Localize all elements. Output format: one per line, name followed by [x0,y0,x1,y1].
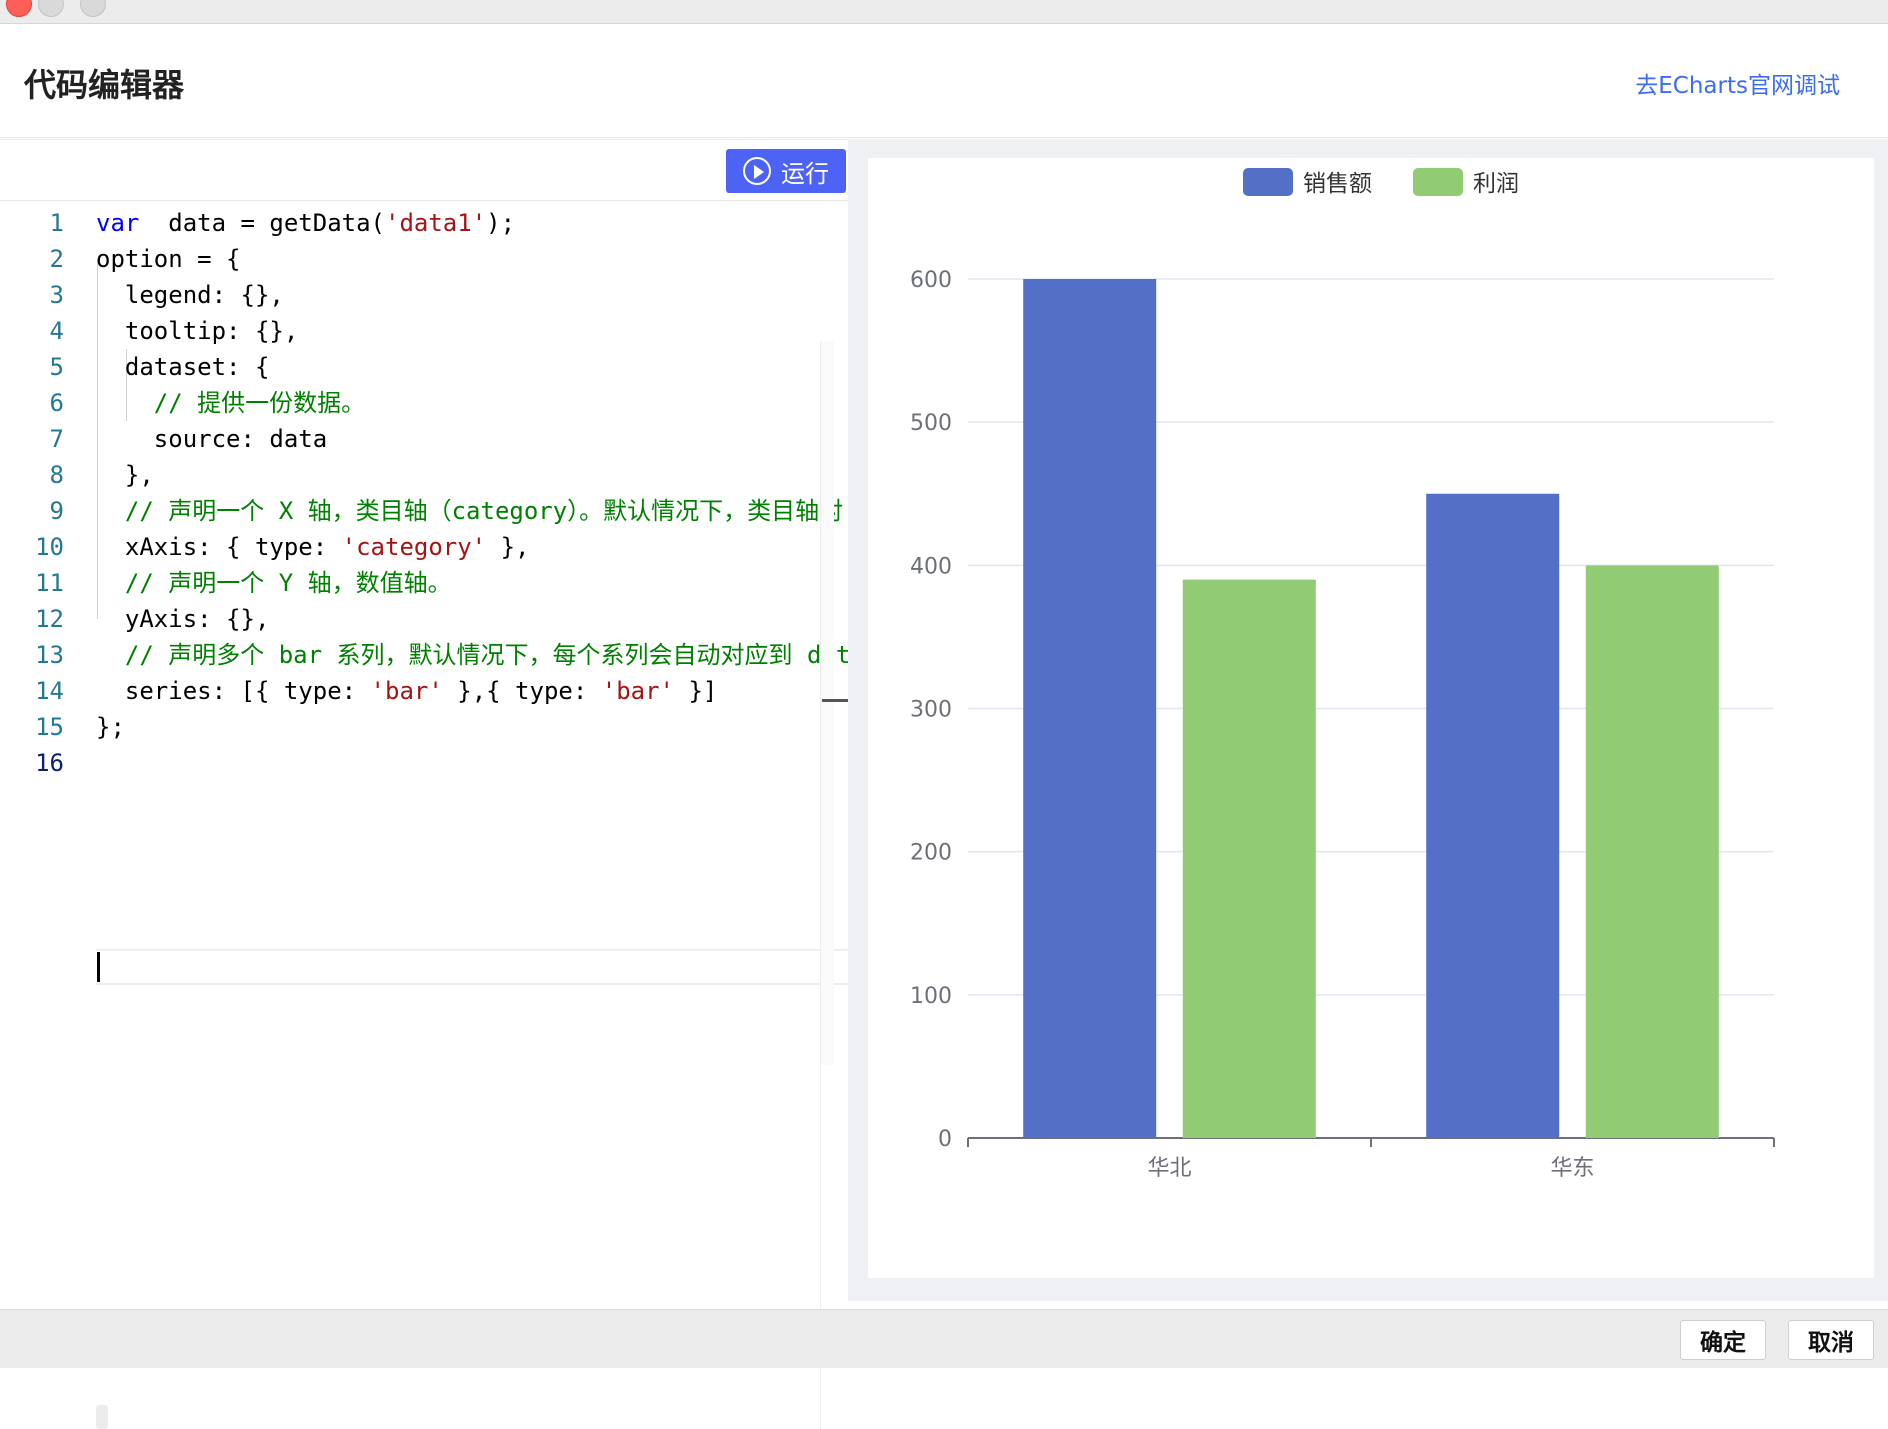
code-line-text: // 声明一个 X 轴，类目轴（category）。默认情况下，类目轴对 [96,497,844,525]
bar-1-1 [1585,565,1719,1138]
close-window-button[interactable] [6,0,32,17]
line-number: 9 [49,497,64,525]
code-line-text: legend: {}, [96,281,284,309]
chart-preview-card: 0 100 200 300 400 500 600 华北 华东 销售额 利润 [868,158,1874,1278]
line-number: 6 [49,389,64,417]
scrollbar-position-marker [822,699,848,702]
code-line: 8 }, [0,457,848,493]
code-line: 1 var data = getData('data1'); [0,205,848,241]
y-tick-label: 500 [910,411,952,436]
indent-guide [97,259,98,619]
line-number: 4 [49,317,64,345]
code-line-text: var data = getData('data1'); [96,209,516,237]
code-line-text: }, [96,461,154,489]
ok-button[interactable]: 确定 [1680,1320,1766,1360]
legend-label: 销售额 [1303,171,1372,197]
legend-swatch [1413,168,1463,196]
active-line-highlight [96,949,848,985]
code-line: 2 option = { [0,241,848,277]
code-line-text: tooltip: {}, [96,317,299,345]
dialog-header: 代码编辑器 去ECharts官网调试 [0,24,1888,138]
editor-toolbar: 运行 [0,139,848,201]
bar-0-0 [1023,279,1157,1138]
code-line-text: option = { [96,245,241,273]
line-number: 13 [35,641,64,669]
code-line: 12 yAxis: {}, [0,601,848,637]
window-titlebar [0,0,1888,24]
code-line-text: // 提供一份数据。 [96,389,366,417]
line-number: 16 [35,749,64,777]
y-tick-label: 600 [910,268,952,293]
minimize-window-button[interactable] [38,0,64,17]
code-line: 6 // 提供一份数据。 [0,385,848,421]
code-text-area[interactable]: 1 var data = getData('data1'); 2 option = {… [0,205,848,1295]
code-line-text: // 声明多个 bar 系列，默认情况下，每个系列会自动对应到 dat [96,641,848,669]
line-number: 15 [35,713,64,741]
line-number: 11 [35,569,64,597]
code-line: 11 // 声明一个 Y 轴，数值轴。 [0,565,848,601]
legend-label: 利润 [1473,171,1519,197]
editor-vertical-scrollbar[interactable] [820,341,834,1065]
code-line: 4 tooltip: {}, [0,313,848,349]
line-number: 3 [49,281,64,309]
page-title: 代码编辑器 [24,66,185,104]
code-line-text: dataset: { [96,353,270,381]
play-circle-icon [743,157,771,185]
code-line: 15}; [0,709,848,745]
editor-horizontal-scrollbar[interactable] [96,1405,108,1429]
code-line-text: yAxis: {}, [96,605,270,633]
line-number: 10 [35,533,64,561]
bar-0-1 [1426,493,1560,1138]
code-editor-panel: 运行 1 var data = getData('data1'); 2 option … [0,139,848,1429]
y-tick-label: 200 [910,841,952,866]
run-button-label: 运行 [781,159,829,188]
bar-1-0 [1182,579,1316,1138]
code-line: 5 dataset: { [0,349,848,385]
code-line-text: xAxis: { type: 'category' }, [96,533,530,561]
line-number: 8 [49,461,64,489]
code-line: 9 // 声明一个 X 轴，类目轴（category）。默认情况下，类目轴对 [0,493,848,529]
code-line: 7 source: data [0,421,848,457]
text-cursor [97,952,100,982]
zoom-window-button[interactable] [80,0,106,17]
indent-guide [126,349,127,421]
code-line: 14 series: [{ type: 'bar' },{ type: 'bar… [0,673,848,709]
code-line-text: series: [{ type: 'bar' },{ type: 'bar' }… [96,677,718,705]
code-line: 13 // 声明多个 bar 系列，默认情况下，每个系列会自动对应到 dat [0,637,848,673]
code-line-text: source: data [96,425,328,453]
code-line: 10 xAxis: { type: 'category' }, [0,529,848,565]
x-tick-label: 华北 [1147,1156,1191,1181]
y-tick-label: 300 [910,698,952,723]
y-tick-label: 0 [938,1127,952,1152]
legend-swatch [1243,168,1293,196]
line-number: 12 [35,605,64,633]
y-tick-label: 400 [910,554,952,579]
line-number: 1 [49,209,64,237]
line-number: 7 [49,425,64,453]
line-number: 2 [49,245,64,273]
code-line-text: }; [96,713,125,741]
dialog-footer: 确定 取消 [0,1309,1888,1368]
y-tick-label: 100 [910,984,952,1009]
echarts-site-link[interactable]: 去ECharts官网调试 [1635,73,1840,99]
code-line: 3 legend: {}, [0,277,848,313]
editor-divider [820,1065,821,1429]
line-number: 5 [49,353,64,381]
x-tick-label: 华东 [1550,1156,1594,1181]
run-button[interactable]: 运行 [726,149,846,193]
code-line: 16 [0,745,848,781]
line-number: 14 [35,677,64,705]
bar-chart: 0 100 200 300 400 500 600 华北 华东 销售额 利润 [910,168,1775,1181]
code-line-text: // 声明一个 Y 轴，数值轴。 [96,569,452,597]
cancel-button[interactable]: 取消 [1788,1320,1874,1360]
